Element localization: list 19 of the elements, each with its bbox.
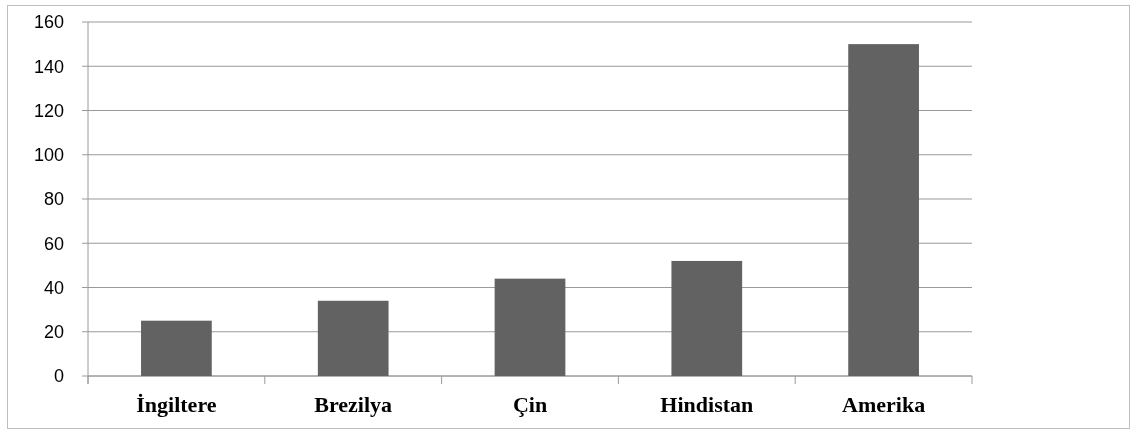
x-tick-label: İngiltere: [136, 392, 217, 417]
x-tick-label: Hindistan: [660, 392, 754, 417]
y-tick-label: 0: [53, 366, 64, 387]
y-tick-label: 20: [43, 322, 64, 343]
bar: [494, 278, 566, 376]
y-tick-label: 120: [33, 100, 64, 121]
y-tick-label: 40: [43, 277, 64, 298]
x-tick-label: Brezilya: [314, 392, 393, 417]
y-tick-label: 100: [33, 145, 64, 166]
bar: [317, 300, 389, 376]
y-tick-label: 80: [43, 189, 64, 210]
x-tick-label: Amerika: [842, 392, 926, 417]
x-tick-label: Çin: [512, 392, 548, 417]
y-tick-label: 160: [33, 12, 64, 33]
bar: [141, 320, 212, 376]
bar: [848, 44, 919, 376]
y-tick-label: 140: [33, 56, 64, 77]
bar: [671, 260, 743, 376]
y-tick-label: 60: [43, 233, 64, 254]
